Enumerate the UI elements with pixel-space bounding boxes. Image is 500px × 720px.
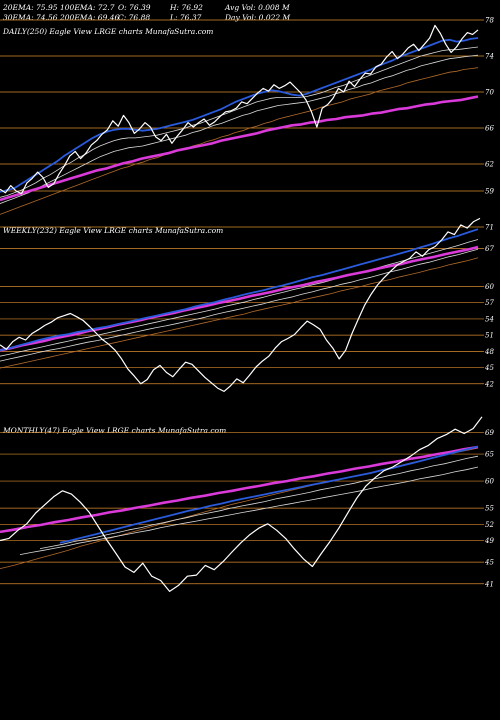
series-price-p0 [0,24,479,195]
series-price-p1 [0,217,481,392]
tick-label-p1-5: 51 [485,332,494,340]
tick-label-p0-4: 62 [485,161,494,169]
series-ema200-p2 [0,445,479,534]
tick-label-p1-4: 54 [485,315,494,323]
series-ema50-p0 [0,54,479,204]
header-ema30: 30EMA: 74.56 [3,13,58,22]
header-high: H: 76.92 [170,3,203,12]
tick-label-p2-7: 41 [484,580,494,588]
tick-label-p2-6: 45 [484,559,494,567]
tick-label-p1-3: 57 [485,299,494,307]
tick-label-p2-4: 52 [485,521,494,529]
daily-panel-title: DAILY(250) Eagle View LRGE charts Munafa… [3,27,214,36]
header-ema20: 20EMA: 75.95 [3,3,58,12]
tick-label-p2-5: 49 [484,537,494,545]
header-close: C: 76.88 [118,13,151,22]
monthly-panel-title: MONTHLY(47) Eagle View LRGE charts Munaf… [3,426,227,435]
tick-label-p2-3: 55 [485,505,494,513]
series-ema20-p2 [59,445,479,544]
series-ema30-p2 [39,455,479,549]
series-ema20-p0 [0,37,479,193]
header-day-volume: Day Vol: 0.022 M [225,13,291,22]
series-ema100-p1 [0,257,479,369]
header-ema100: 100EMA: 72.7 [60,3,115,12]
series-ema30-p1 [0,239,479,357]
tick-label-p2-0: 69 [485,429,494,437]
tick-label-p1-6: 48 [484,348,494,356]
header-low: L: 76.37 [170,13,202,22]
series-price-p2 [0,416,483,593]
tick-label-p1-1: 67 [485,245,494,253]
tick-label-p1-2: 60 [485,283,494,291]
tick-label-p2-1: 65 [485,451,494,459]
tick-label-p1-7: 45 [484,364,494,372]
tick-label-p0-5: 59 [485,188,494,196]
tick-label-p1-8: 42 [484,380,494,388]
series-ema50-p1 [0,248,479,362]
header-avg-volume: Avg Vol: 0.008 M [225,3,290,12]
tick-label-p0-1: 74 [485,53,494,61]
series-ema50-p2 [19,466,479,555]
series-ema200-p0 [0,95,479,202]
weekly-panel-title: WEEKLY(232) Eagle View LRGE charts Munaf… [3,226,224,235]
series-ema20-p1 [0,228,479,352]
tick-label-p1-0: 71 [485,224,494,232]
tick-label-p0-2: 70 [485,89,494,97]
header-ema200: 200EMA: 69.46 [60,13,120,22]
tick-label-p0-0: 78 [485,17,494,25]
header-open: O: 76.39 [118,3,151,12]
tick-label-p0-3: 66 [485,125,494,133]
series-ema30-p0 [0,46,479,198]
tick-label-p2-2: 60 [485,478,494,486]
series-ema100-p0 [0,67,479,215]
